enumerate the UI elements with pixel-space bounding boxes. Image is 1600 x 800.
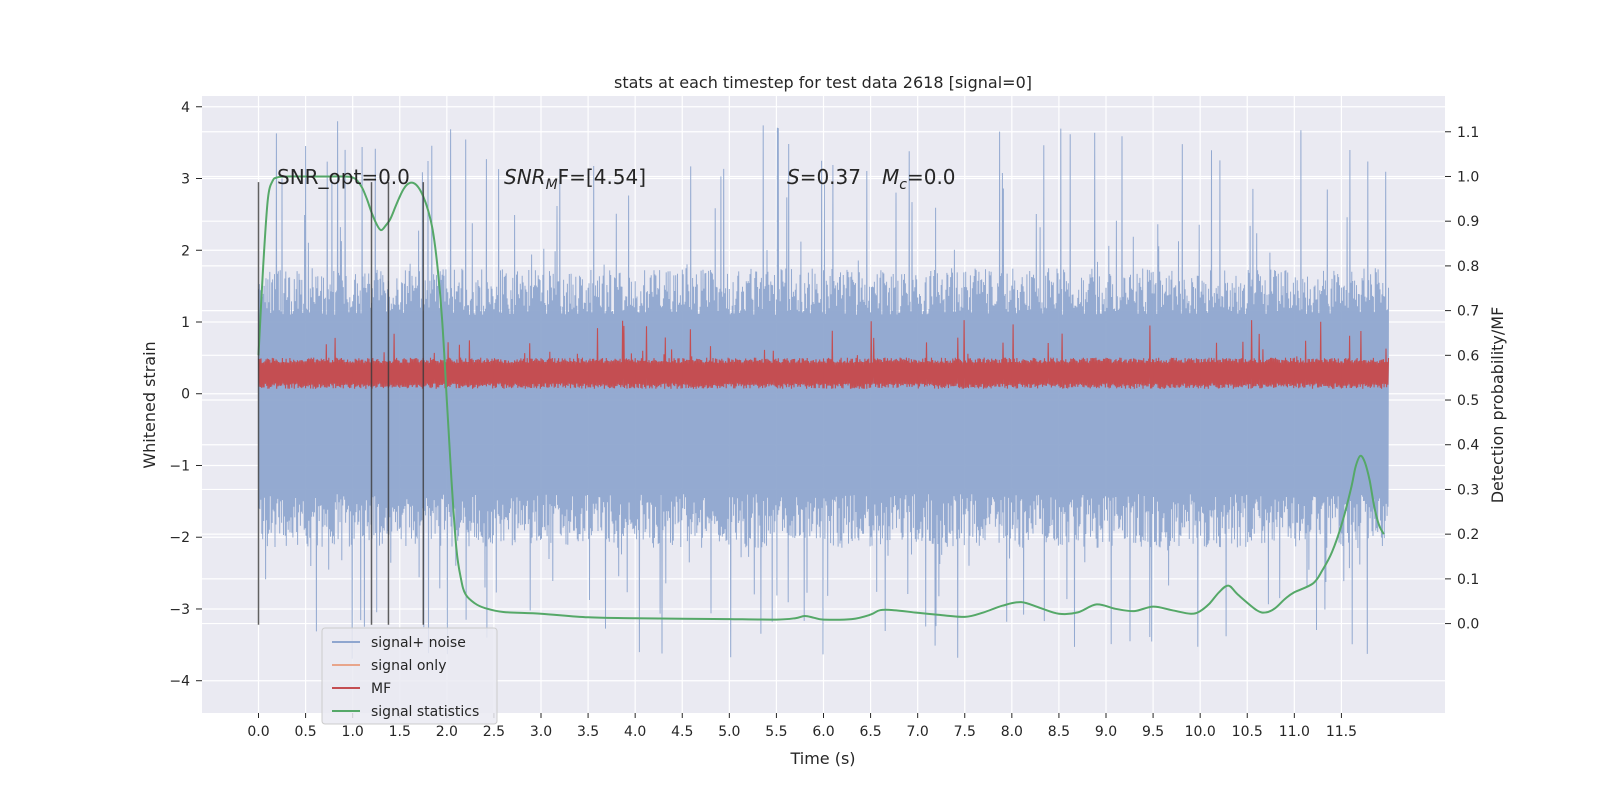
left-y-tick-label: 3 bbox=[181, 172, 190, 188]
right-y-tick-label: 0.2 bbox=[1457, 527, 1479, 543]
right-y-tick-label: 1.0 bbox=[1457, 169, 1479, 185]
right-y-tick-label: 1.1 bbox=[1457, 125, 1479, 141]
left-y-tick-label: 0 bbox=[181, 387, 190, 403]
snr-mf-symbol: SNR bbox=[504, 165, 546, 189]
right-y-tick-label: 0.7 bbox=[1457, 304, 1479, 320]
chart-title: stats at each timestep for test data 261… bbox=[614, 73, 1032, 92]
right-y-tick-label: 0.0 bbox=[1457, 617, 1479, 633]
x-tick-label: 6.0 bbox=[812, 724, 834, 740]
x-tick-label: 10.0 bbox=[1185, 724, 1216, 740]
x-tick-label: 1.5 bbox=[389, 724, 411, 740]
right-y-tick-label: 0.1 bbox=[1457, 572, 1479, 588]
x-tick-label: 11.0 bbox=[1279, 724, 1310, 740]
left-y-axis-title: Whitened strain bbox=[140, 341, 159, 468]
x-tick-label: 0.5 bbox=[294, 724, 316, 740]
left-y-tick-label: 2 bbox=[181, 243, 190, 259]
right-y-tick-label: 0.6 bbox=[1457, 348, 1479, 364]
x-tick-label: 7.0 bbox=[907, 724, 929, 740]
series-layer bbox=[257, 121, 1390, 659]
x-tick-label: 6.5 bbox=[859, 724, 881, 740]
left-y-tick-label: 4 bbox=[181, 100, 190, 116]
snr-mf-subscript: M bbox=[546, 177, 558, 193]
legend-label-mf: MF bbox=[371, 681, 391, 697]
left-y-tick-label: −3 bbox=[169, 602, 190, 618]
mc-annotation: Mc=0.0 bbox=[882, 165, 956, 193]
left-y-tick-label: −4 bbox=[169, 674, 190, 690]
x-tick-label: 5.0 bbox=[718, 724, 740, 740]
vertical-markers bbox=[257, 182, 425, 625]
left-y-tick-label: −2 bbox=[169, 530, 190, 546]
s-annotation: S=0.37 bbox=[787, 165, 861, 189]
right-y-tick-label: 0.8 bbox=[1457, 259, 1479, 275]
x-tick-label: 3.5 bbox=[577, 724, 599, 740]
mc-subscript: c bbox=[899, 177, 907, 193]
x-tick-label: 9.5 bbox=[1142, 724, 1164, 740]
x-tick-label: 10.5 bbox=[1232, 724, 1263, 740]
x-tick-label: 11.5 bbox=[1326, 724, 1357, 740]
mc-value: =0.0 bbox=[907, 165, 956, 189]
legend-label-signal-only: signal only bbox=[371, 658, 446, 674]
x-tick-label: 2.5 bbox=[483, 724, 505, 740]
series-mf-line bbox=[257, 320, 1390, 389]
right-y-tick-label: 0.4 bbox=[1457, 438, 1479, 454]
mc-symbol: M bbox=[882, 165, 899, 189]
legend: signal+ noise signal only MF signal stat… bbox=[321, 627, 498, 725]
x-tick-label: 3.0 bbox=[530, 724, 552, 740]
x-axis-title: Time (s) bbox=[789, 749, 855, 768]
snr-opt-annotation: SNR_opt=0.0 bbox=[277, 165, 410, 189]
snr-mf-annotation: SNRMF=[4.54] bbox=[504, 165, 646, 193]
right-y-tick-label: 0.5 bbox=[1457, 393, 1479, 409]
right-y-axis-ticks: 1.1 1.0 0.9 0.8 0.7 0.6 0.5 0.4 0.3 0.2 0.1 0.0 bbox=[1445, 125, 1479, 633]
legend-label-signal-statistics: signal statistics bbox=[371, 704, 479, 720]
x-tick-label: 2.0 bbox=[436, 724, 458, 740]
right-y-tick-label: 0.9 bbox=[1457, 214, 1479, 230]
x-tick-label: 8.0 bbox=[1001, 724, 1023, 740]
s-symbol: S bbox=[787, 165, 800, 189]
left-y-axis-ticks: 4 3 2 1 0 −1 −2 −3 −4 bbox=[169, 100, 202, 690]
x-tick-label: 7.5 bbox=[954, 724, 976, 740]
left-y-tick-label: 1 bbox=[181, 315, 190, 331]
series-signal-statistics-line bbox=[257, 175, 1385, 621]
x-tick-label: 9.0 bbox=[1095, 724, 1117, 740]
left-y-tick-label: −1 bbox=[169, 458, 190, 474]
right-y-tick-label: 0.3 bbox=[1457, 482, 1479, 498]
x-tick-label: 8.5 bbox=[1048, 724, 1070, 740]
annotations: SNR_opt=0.0 SNRMF=[4.54] S=0.37 Mc=0.0 bbox=[277, 165, 956, 193]
legend-box bbox=[321, 627, 498, 725]
x-tick-label: 4.0 bbox=[624, 724, 646, 740]
series-signal-noise-line bbox=[258, 121, 1389, 659]
x-tick-label: 4.5 bbox=[671, 724, 693, 740]
x-tick-label: 0.0 bbox=[247, 724, 269, 740]
s-value: =0.37 bbox=[800, 165, 861, 189]
x-axis-ticks: 0.0 0.5 1.0 1.5 2.0 2.5 3.0 3.5 4.0 4.5 5.0 5.5 6.0 6… bbox=[247, 713, 1357, 740]
right-y-axis-title: Detection probability/MF bbox=[1488, 307, 1507, 504]
legend-label-signal-noise: signal+ noise bbox=[371, 635, 466, 651]
x-tick-label: 5.5 bbox=[765, 724, 787, 740]
snr-mf-value: F=[4.54] bbox=[558, 165, 646, 189]
x-tick-label: 1.0 bbox=[342, 724, 364, 740]
